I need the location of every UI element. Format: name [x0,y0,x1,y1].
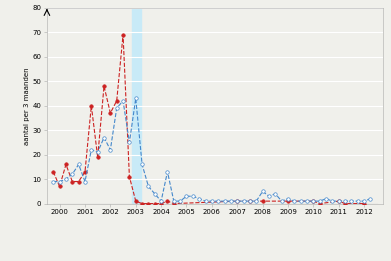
Bar [132,8,141,204]
Y-axis label: aantal per 3 maanden: aantal per 3 maanden [23,67,30,145]
